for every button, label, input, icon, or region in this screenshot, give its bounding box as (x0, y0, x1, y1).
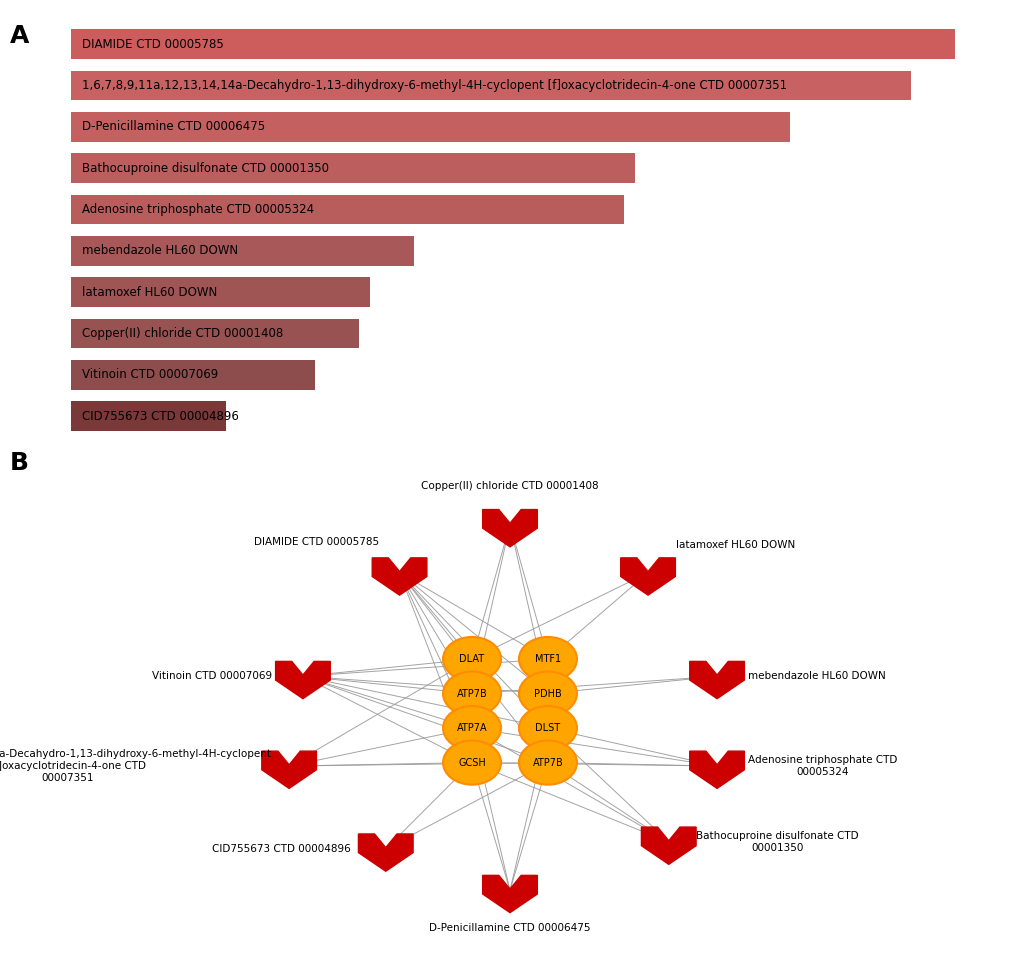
Text: Copper(II) chloride CTD 00001408: Copper(II) chloride CTD 00001408 (421, 482, 598, 491)
Polygon shape (372, 558, 427, 595)
Bar (71, 112, 789, 141)
Text: CID755673 CTD 00004896: CID755673 CTD 00004896 (212, 844, 351, 854)
Ellipse shape (519, 672, 577, 716)
Text: MTF1: MTF1 (534, 654, 560, 664)
Polygon shape (262, 751, 316, 789)
Text: 1,6,7,8,9,11a,12,13,14,14a-Decahydro-1,13-dihydroxy-6-methyl-4H-cyclopent
[f]oxa: 1,6,7,8,9,11a,12,13,14,14a-Decahydro-1,1… (0, 749, 272, 783)
Text: ATP7A: ATP7A (457, 723, 487, 734)
Ellipse shape (519, 706, 577, 750)
Text: Vitinoin CTD 00007069: Vitinoin CTD 00007069 (152, 672, 272, 681)
Ellipse shape (442, 637, 500, 681)
Text: Adenosine triphosphate CTD
00005324: Adenosine triphosphate CTD 00005324 (747, 755, 897, 777)
Bar (71, 153, 634, 183)
Polygon shape (641, 828, 695, 864)
Ellipse shape (442, 672, 500, 716)
Text: latamoxef HL60 DOWN: latamoxef HL60 DOWN (83, 286, 217, 298)
Text: GCSH: GCSH (458, 758, 485, 767)
Text: Adenosine triphosphate CTD 00005324: Adenosine triphosphate CTD 00005324 (83, 203, 314, 216)
Polygon shape (482, 510, 537, 547)
Text: DIAMIDE CTD 00005785: DIAMIDE CTD 00005785 (254, 537, 378, 547)
Polygon shape (358, 834, 413, 871)
Bar (71, 401, 226, 431)
Polygon shape (689, 751, 744, 789)
Text: DLST: DLST (535, 723, 560, 734)
Ellipse shape (519, 740, 577, 785)
Text: Copper(II) chloride CTD 00001408: Copper(II) chloride CTD 00001408 (83, 327, 283, 340)
Text: mebendazole HL60 DOWN: mebendazole HL60 DOWN (747, 672, 886, 681)
Polygon shape (275, 662, 330, 699)
Text: Vitinoin CTD 00007069: Vitinoin CTD 00007069 (83, 368, 218, 381)
Text: D-Penicillamine CTD 00006475: D-Penicillamine CTD 00006475 (83, 120, 265, 134)
Bar (71, 71, 910, 101)
Text: 1,6,7,8,9,11a,12,13,14,14a-Decahydro-1,13-dihydroxy-6-methyl-4H-cyclopent [f]oxa: 1,6,7,8,9,11a,12,13,14,14a-Decahydro-1,1… (83, 79, 787, 92)
Text: DIAMIDE CTD 00005785: DIAMIDE CTD 00005785 (83, 38, 224, 50)
Polygon shape (482, 875, 537, 913)
Polygon shape (621, 558, 675, 595)
Text: ATP7B: ATP7B (457, 689, 487, 699)
Bar (71, 277, 370, 307)
Ellipse shape (442, 706, 500, 750)
Text: A: A (10, 24, 30, 48)
Text: D-Penicillamine CTD 00006475: D-Penicillamine CTD 00006475 (429, 923, 590, 933)
Text: B: B (10, 451, 30, 475)
Ellipse shape (519, 637, 577, 681)
Text: PDHB: PDHB (534, 689, 561, 699)
Text: CID755673 CTD 00004896: CID755673 CTD 00004896 (83, 410, 239, 422)
Bar (71, 319, 359, 348)
Text: Bathocuproine disulfonate CTD
00001350: Bathocuproine disulfonate CTD 00001350 (696, 831, 858, 853)
Text: Bathocuproine disulfonate CTD 00001350: Bathocuproine disulfonate CTD 00001350 (83, 162, 329, 174)
Polygon shape (689, 662, 744, 699)
Bar (71, 29, 955, 59)
Text: ATP7B: ATP7B (532, 758, 562, 767)
Text: DLAT: DLAT (459, 654, 484, 664)
Bar (71, 235, 414, 266)
Text: mebendazole HL60 DOWN: mebendazole HL60 DOWN (83, 244, 238, 258)
Ellipse shape (442, 740, 500, 785)
Text: latamoxef HL60 DOWN: latamoxef HL60 DOWN (675, 540, 794, 550)
Bar (71, 195, 624, 225)
Bar (71, 359, 314, 390)
